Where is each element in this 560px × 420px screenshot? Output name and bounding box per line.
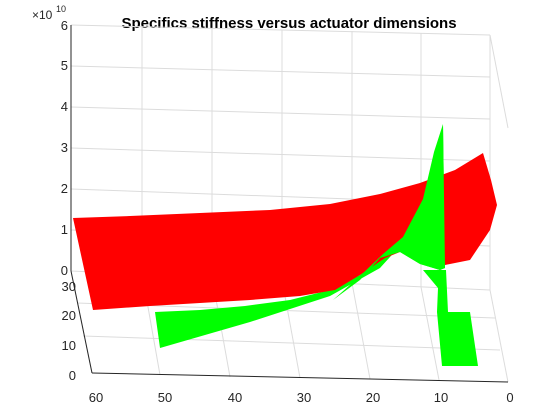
x-tick-label: 0: [506, 390, 513, 405]
x-tick-label: 50: [158, 390, 172, 405]
green-surface-strip: [423, 270, 478, 366]
green-surface-back: [155, 125, 445, 348]
z-tick-label: 2: [61, 181, 68, 196]
chart-title: Specifics stiffness versus actuator dime…: [121, 15, 456, 32]
z-tick-label: 5: [61, 58, 68, 73]
x-tick-label: 30: [297, 390, 311, 405]
y-tick-label: 20: [62, 308, 76, 323]
z-exponent-value: 10: [56, 4, 66, 14]
z-tick-label: 0: [61, 263, 68, 278]
z-tick-label: 6: [61, 18, 68, 33]
z-exponent-label: ×10: [32, 8, 53, 22]
x-tick-label: 40: [228, 390, 242, 405]
axes: [70, 25, 509, 383]
x-tick-label: 10: [434, 390, 448, 405]
z-tick-label: 4: [61, 99, 68, 114]
x-tick-label: 60: [89, 390, 103, 405]
y-tick-label: 10: [62, 338, 76, 353]
x-tick-label: 20: [366, 390, 380, 405]
z-tick-label: 3: [61, 140, 68, 155]
red-surface: [73, 153, 497, 310]
z-tick-label: 1: [61, 222, 68, 237]
y-tick-label: 30: [62, 279, 76, 294]
y-tick-label: 0: [69, 368, 76, 383]
green-surface-front: [333, 124, 445, 300]
